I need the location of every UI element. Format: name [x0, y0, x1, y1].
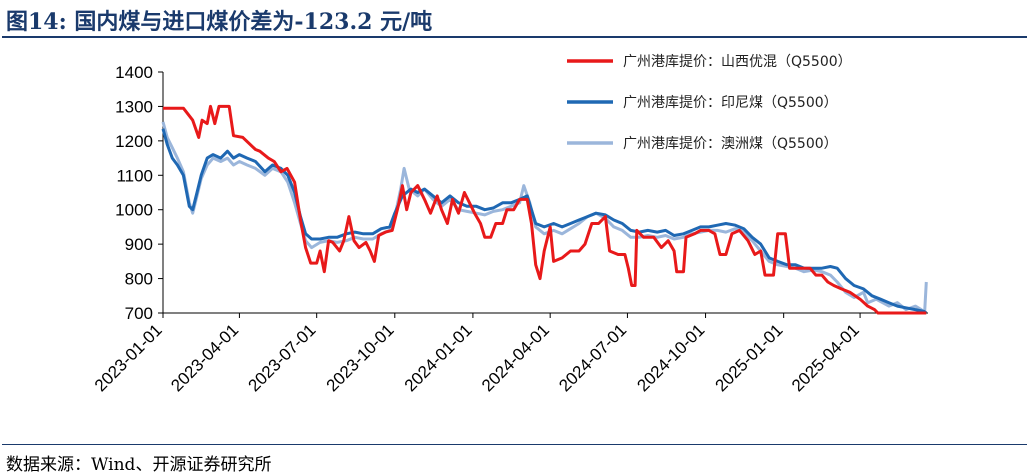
x-tick-label: 2023-10-01	[323, 320, 398, 395]
y-tick-label: 1000	[115, 201, 153, 220]
y-tick-label: 800	[125, 270, 153, 289]
series-line-1	[161, 128, 928, 315]
price-line-chart: 1400 1300 1200 1100 1000 900 800 700 2023-01-01…	[91, 54, 928, 395]
x-tick-label: 2023-04-01	[167, 320, 242, 395]
series-line-0	[163, 104, 927, 315]
legend-label-2: 广州港库提价：澳洲煤（Q5500）	[623, 136, 838, 152]
data-source-note: 数据来源：Wind、开源证券研究所	[6, 455, 272, 475]
y-tick-label: 900	[125, 235, 153, 254]
title-divider	[2, 36, 1027, 38]
x-tick-label: 2024-10-01	[633, 320, 708, 395]
x-tick-label: 2023-01-01	[91, 320, 166, 395]
legend-label-0: 广州港库提价：山西优混（Q5500）	[623, 54, 852, 70]
footer-divider	[2, 444, 1027, 445]
plot-area	[161, 104, 928, 315]
x-axis: 2023-01-01 2023-04-01 2023-07-01 2023-10-01…	[91, 312, 928, 395]
x-tick-label: 2024-04-01	[478, 320, 553, 395]
y-axis: 1400 1300 1200 1100 1000 900 800 700	[115, 63, 164, 323]
y-tick-label: 1300	[115, 97, 153, 116]
y-tick-label: 1200	[115, 132, 153, 151]
y-tick-label: 1100	[116, 166, 153, 185]
x-tick-label: 2024-01-01	[401, 320, 476, 395]
x-tick-label: 2025-01-01	[712, 320, 787, 395]
y-tick-label: 700	[125, 304, 153, 323]
legend: 广州港库提价：山西优混（Q5500） 广州港库提价：印尼煤（Q5500） 广州港库提…	[567, 54, 852, 152]
x-tick-label: 2024-07-01	[555, 320, 630, 395]
y-tick-label: 1400	[115, 63, 153, 82]
chart-title: 图14: 国内煤与进口煤价差为-123.2 元/吨	[6, 9, 433, 35]
x-tick-label: 2025-04-01	[788, 320, 863, 395]
x-tick-label: 2023-07-01	[245, 320, 320, 395]
legend-label-1: 广州港库提价：印尼煤（Q5500）	[623, 95, 838, 111]
